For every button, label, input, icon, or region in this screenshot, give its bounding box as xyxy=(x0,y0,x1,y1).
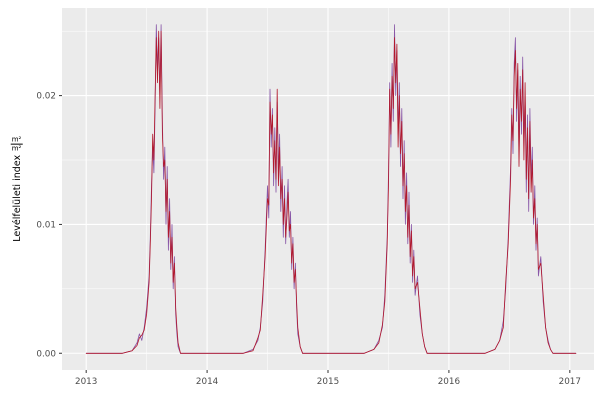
y-axis-title: Levélfelületi index m² m² xyxy=(1,70,33,310)
x-tick-label: 2015 xyxy=(317,377,339,387)
fraction-numerator: m² xyxy=(11,135,23,145)
x-tick-label: 2014 xyxy=(196,377,219,387)
y-axis-title-fraction: m² m² xyxy=(11,135,23,153)
series-line-2 xyxy=(85,30,577,354)
y-axis-title-text: Levélfelületi index xyxy=(11,154,23,242)
x-tick-label: 2013 xyxy=(75,377,97,387)
y-tick-label: 0.00 xyxy=(36,349,56,359)
y-tick-label: 0.02 xyxy=(36,92,56,102)
fraction-denominator: m² xyxy=(12,144,22,153)
x-tick-label: 2016 xyxy=(438,377,461,387)
x-tick-label: 2017 xyxy=(559,377,581,387)
y-tick-label: 0.01 xyxy=(36,220,56,230)
